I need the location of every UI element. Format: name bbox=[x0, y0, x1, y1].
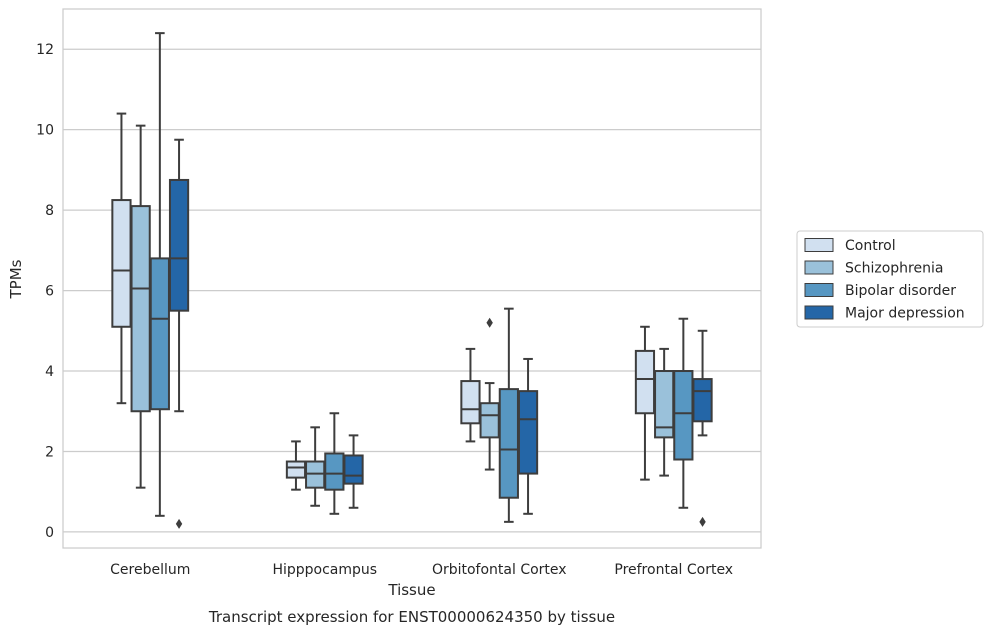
x-tick-label: Cerebellum bbox=[110, 562, 190, 578]
box bbox=[168, 178, 190, 312]
box bbox=[673, 370, 694, 461]
box-group bbox=[460, 347, 481, 443]
box-group bbox=[285, 440, 307, 491]
legend-label: Schizophrenia bbox=[845, 261, 943, 277]
y-tick-label: 8 bbox=[45, 203, 54, 219]
box bbox=[343, 454, 364, 485]
box-group bbox=[324, 412, 345, 515]
boxes bbox=[111, 32, 713, 529]
y-tick-label: 4 bbox=[45, 364, 54, 380]
y-tick-label: 2 bbox=[45, 444, 54, 460]
y-tick-label: 6 bbox=[45, 284, 54, 300]
box bbox=[111, 199, 132, 328]
x-tick-label: Prefrontal Cortex bbox=[614, 562, 733, 578]
chart-title: Transcript expression for ENST0000062435… bbox=[208, 608, 615, 626]
box-group bbox=[130, 124, 151, 489]
box bbox=[692, 378, 713, 423]
y-tick-label: 10 bbox=[36, 123, 54, 139]
legend: Control Schizophrenia Bipolar disorder Majo… bbox=[796, 230, 984, 328]
legend-swatch bbox=[804, 305, 834, 320]
outlier-point bbox=[699, 516, 706, 527]
box bbox=[324, 452, 345, 491]
box-group bbox=[479, 317, 500, 471]
box-group bbox=[305, 426, 326, 507]
box bbox=[460, 380, 481, 425]
x-axis-label: Tissue bbox=[387, 581, 435, 599]
box-group bbox=[343, 434, 364, 509]
y-tick-label: 12 bbox=[36, 42, 54, 58]
legend-label: Control bbox=[845, 238, 896, 254]
box bbox=[517, 390, 539, 475]
legend-swatch bbox=[804, 260, 834, 275]
legend-swatch bbox=[804, 283, 834, 297]
box bbox=[285, 460, 307, 479]
box-group bbox=[498, 307, 519, 523]
box bbox=[130, 205, 151, 413]
box bbox=[479, 402, 500, 439]
box-group bbox=[111, 112, 132, 405]
box-group bbox=[692, 329, 713, 527]
box-group bbox=[149, 32, 170, 517]
x-axis-ticks: Cerebellum Hipppocampus Orbitofontal Corte… bbox=[110, 562, 733, 578]
legend-label: Major depression bbox=[845, 306, 965, 322]
box bbox=[498, 388, 519, 499]
legend-frame bbox=[796, 230, 984, 328]
box-group bbox=[634, 325, 656, 481]
y-axis-label: TPMs bbox=[7, 259, 25, 299]
x-tick-label: Hipppocampus bbox=[272, 562, 377, 578]
x-tick-label: Orbitofontal Cortex bbox=[432, 562, 567, 578]
box bbox=[634, 349, 656, 415]
box bbox=[305, 460, 326, 489]
legend-label: Bipolar disorder bbox=[845, 283, 956, 299]
box bbox=[149, 257, 170, 411]
box-group bbox=[517, 357, 539, 515]
y-tick-label: 0 bbox=[45, 525, 54, 541]
y-axis-ticks: 0 2 4 6 8 10 12 bbox=[36, 42, 54, 541]
box-group bbox=[168, 138, 190, 529]
legend-swatch bbox=[804, 238, 834, 252]
outlier-point bbox=[486, 317, 493, 328]
outlier-point bbox=[175, 518, 183, 529]
